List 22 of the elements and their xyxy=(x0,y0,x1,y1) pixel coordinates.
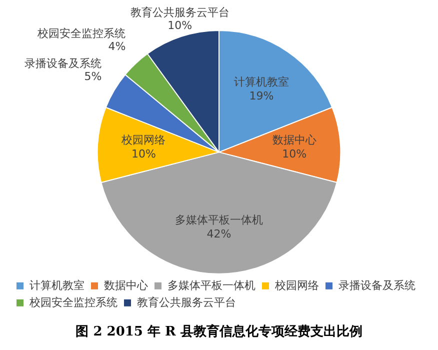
slice-label: 校园安全监控系统 xyxy=(36,27,126,40)
data-label: 10% xyxy=(168,19,192,32)
text: 图 2 2015 年 R 县教育信息化专项经费支出比例 xyxy=(76,324,362,340)
legend-label: 录播设备及系统 xyxy=(338,278,416,292)
data-label: 42% xyxy=(206,228,232,241)
data-label: 19% xyxy=(249,90,274,103)
legend-label: 教育公共服务云平台 xyxy=(137,296,236,309)
slice-label: 多媒体平板一体机 xyxy=(175,214,263,227)
legend-label: 校园网络 xyxy=(274,278,319,292)
legend-label: 计算机教室 xyxy=(30,278,84,292)
data-label: 4% xyxy=(108,40,126,54)
legend-label: 校园安全监控系统 xyxy=(28,296,118,309)
legend-label: 多媒体平板一体机 xyxy=(168,278,256,292)
slice-label: 录播设备及系统 xyxy=(24,57,102,70)
data-label: 10% xyxy=(131,147,156,160)
legend-label: 数据中心 xyxy=(104,278,148,292)
data-label: 10% xyxy=(282,147,307,160)
slice-label: 数据中心 xyxy=(272,133,316,146)
slice-label: 校园网络 xyxy=(120,133,166,146)
slice-label: 计算机教室 xyxy=(234,76,289,89)
data-label: 5% xyxy=(84,70,102,84)
slice-label: 教育公共服务云平台 xyxy=(130,6,230,20)
